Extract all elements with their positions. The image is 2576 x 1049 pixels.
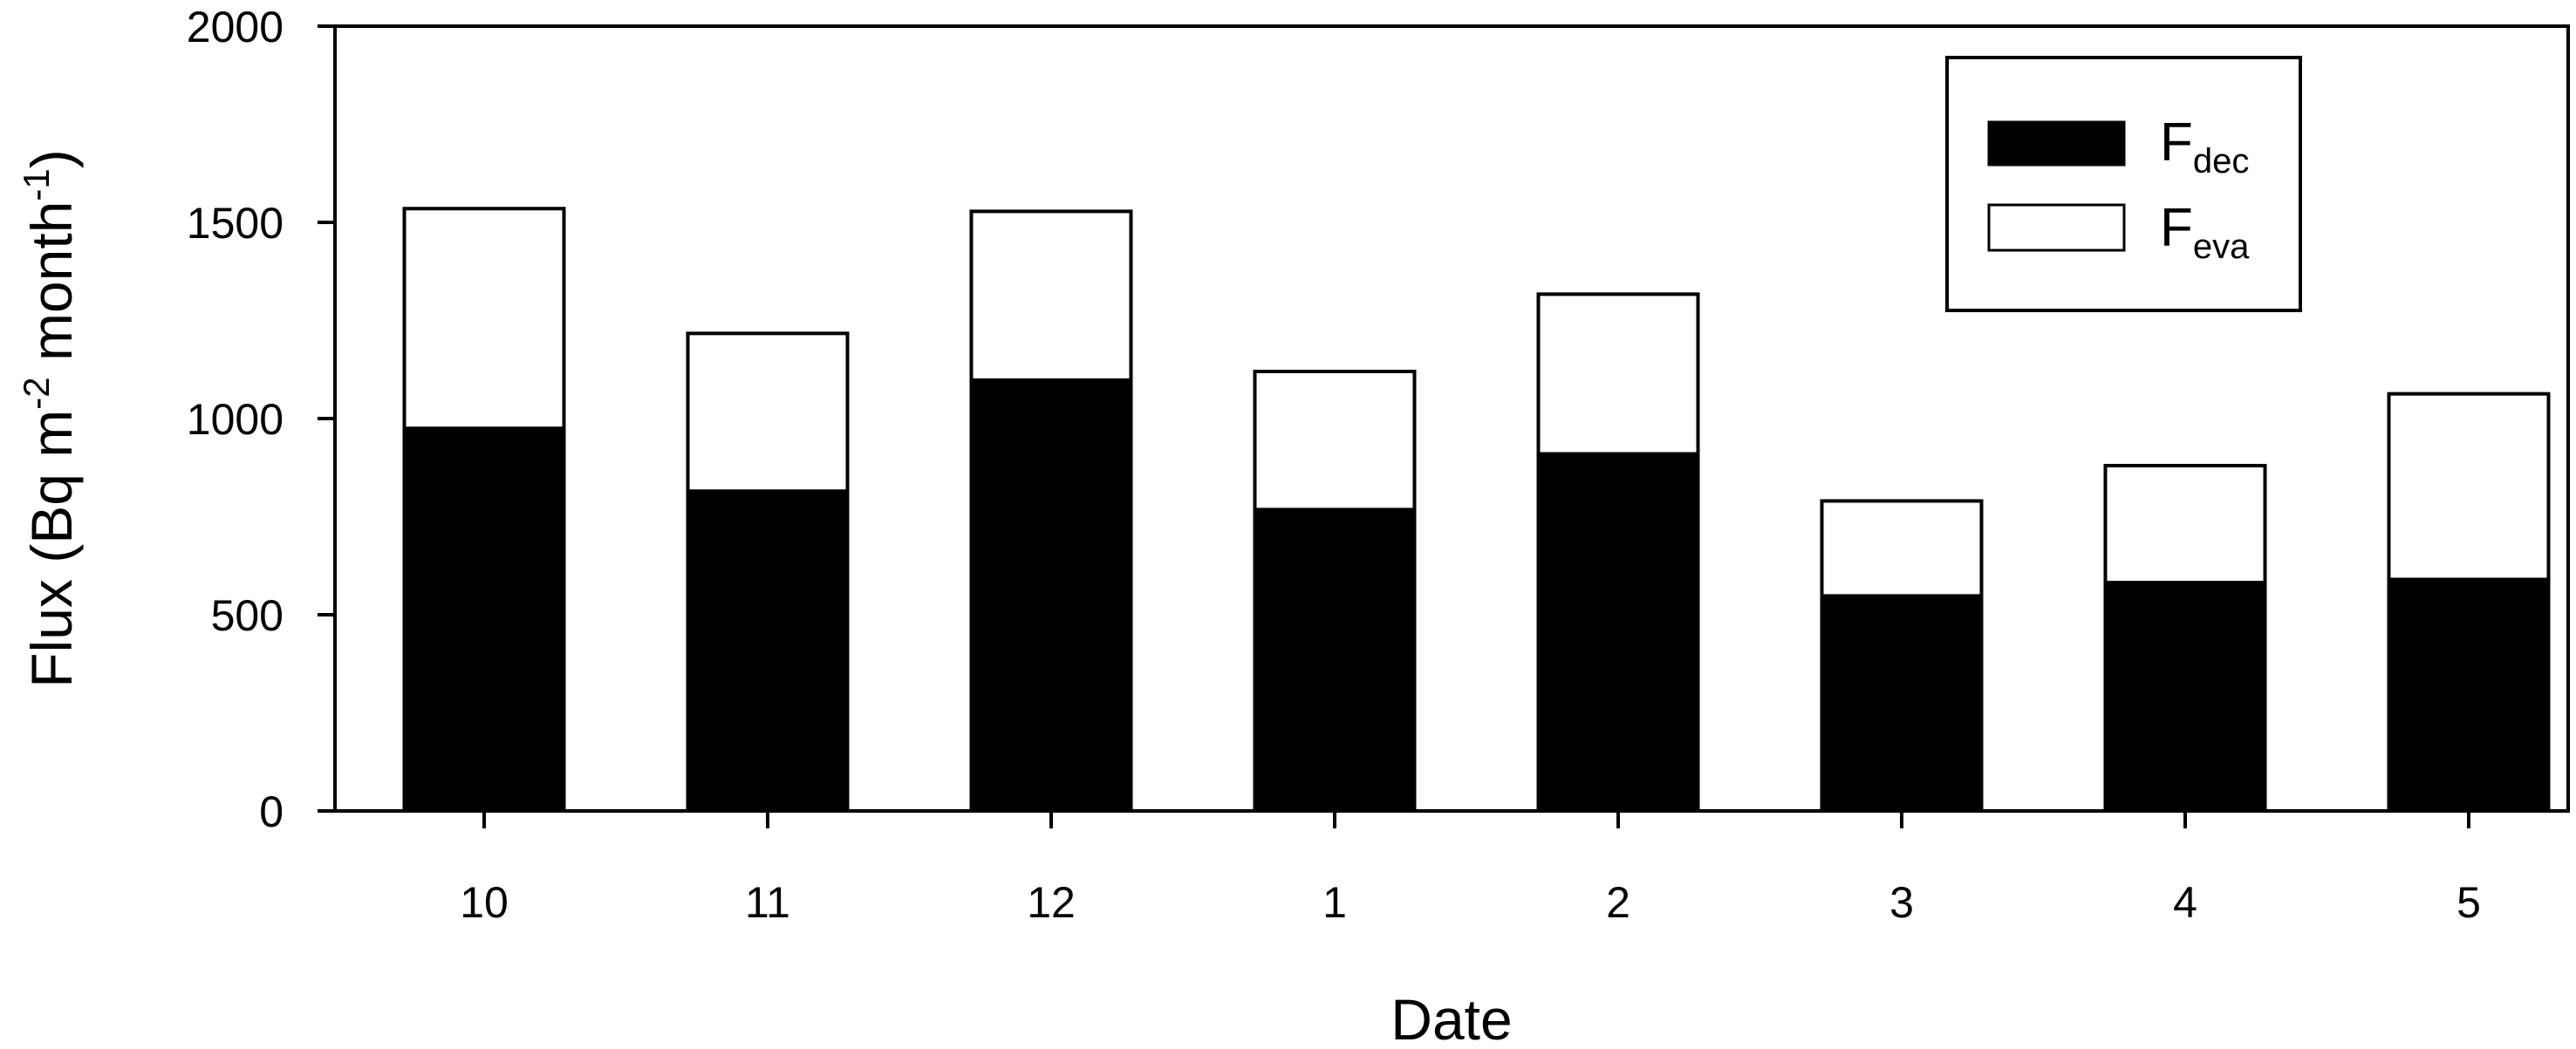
bar-dec-2 [1536,452,1700,813]
legend-label-feva-main: F [2160,198,2193,258]
bar-eva-12 [969,209,1133,382]
bar-dec-11 [686,489,850,813]
y-tick-label: 2000 [187,3,284,51]
x-tick-label: 3 [1889,878,1914,927]
legend-box [1945,56,2302,312]
x-axis-title: Date [1390,987,1512,1049]
x-tick-label: 12 [1027,878,1076,927]
bar-dec-4 [2103,581,2267,813]
legend-swatch-feva [1987,203,2126,252]
y-axis-title-part3: ) [19,149,84,168]
y-tick-label: 1500 [187,199,284,248]
y-axis-title: Flux (Bq m-2 month-1) [16,149,84,688]
bar-eva-10 [402,207,566,431]
bars-layer [402,207,2551,814]
legend-label-fdec-sub: dec [2193,142,2250,181]
bar-dec-3 [1820,594,1984,814]
bar-eva-3 [1820,499,1984,598]
bar-eva-1 [1253,370,1417,512]
legend-label-feva: Feva [2160,198,2250,266]
x-tick-label: 5 [2456,878,2481,927]
x-tick-label: 11 [745,878,790,927]
bar-eva-5 [2387,392,2551,582]
x-tick-label: 4 [2173,878,2197,927]
bar-eva-2 [1536,292,1700,456]
y-axis-title-sup2: -1 [16,168,57,201]
legend-label-feva-sub: eva [2193,228,2250,266]
y-axis-title-sup1: -2 [16,377,57,409]
y-axis-title-part1: Flux (Bq m [19,410,84,688]
bar-dec-10 [402,426,566,813]
y-tick-label: 1000 [187,395,284,444]
y-tick-label: 500 [211,591,284,640]
x-tick-label: 10 [460,878,509,927]
bar-dec-1 [1253,507,1417,814]
bar-eva-11 [686,331,850,494]
x-tick-label: 1 [1322,878,1347,927]
y-axis-title-part2: month [19,201,84,378]
legend-label-fdec-main: F [2160,112,2193,173]
bar-dec-12 [969,378,1133,813]
legend: Fdec Feva [1945,56,2302,312]
legend-swatch-fdec [1987,120,2126,167]
x-tick-label: 2 [1606,878,1630,927]
bar-eva-4 [2103,464,2267,585]
y-tick-label: 0 [259,787,284,836]
legend-label-fdec: Fdec [2160,112,2249,181]
bar-dec-5 [2387,577,2551,813]
